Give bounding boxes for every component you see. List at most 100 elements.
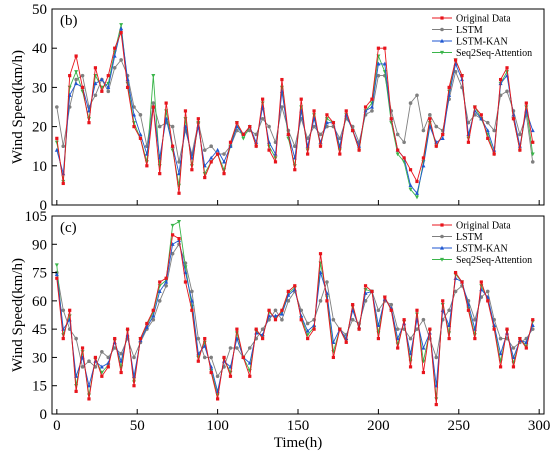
panel-b-series-original-data-point [415,179,419,184]
panel-b-series-original-data-point [344,109,348,113]
panel-b-series-original-data-point [479,113,483,117]
panel-b-series-lstm-point [74,77,78,82]
panel-b-series-lstm-point [93,93,98,98]
panel-c-series-lstm-point [280,317,284,322]
panel-b-series-lstm-kan-point [485,128,490,133]
panel-c-series-original-data-point [460,280,464,284]
panel-b-series-original-data-point [216,152,220,156]
panel-c-series-original-data-point [228,374,233,378]
panel-b-legend-marker-lstm-kan [440,38,444,43]
panel-c-series-lstm-point [447,308,451,313]
panel-b-label: (b) [60,13,78,29]
panel-b-series-lstm-kan-point [74,81,79,86]
panel-c-series-lstm-kan-point [99,364,104,369]
panel-b-series-original-data-point [466,140,471,144]
panel-c-series-lstm-kan-point [511,355,516,360]
panel-b-series-original-data-point [241,132,245,137]
panel-c-series-lstm-point [434,355,439,360]
panel-c-series-original-data-point [196,359,200,363]
panel-b-series-original-data-point [383,46,387,50]
panel-b-series-lstm-kan-point [93,81,98,86]
panel-b-series-lstm-kan-point [511,112,516,117]
panel-c: 0 15 30 45 60 75 90 105 0 50 100 150 200 250 300 (c) W… [10,209,550,434]
panel-c-legend-label-lstm-kan: LSTM-KAN [456,244,508,255]
panel-c-series-original-data-point [254,327,258,331]
panel-c-series-original-data-point [80,346,85,350]
panel-b-series-original-data-point [312,109,316,113]
panel-c-x-tick-label: 250 [448,418,471,434]
panel-b-series-original-data-point [248,125,252,129]
panel-c-series-original-data-point [518,336,522,341]
panel-b-series-lstm-kan-point [112,53,117,58]
panel-b-series-lstm-kan-point [273,151,278,156]
panel-c-series-original-data-point [415,308,419,312]
panel-b-y-tick-label: 40 [32,41,47,57]
panel-b-series-original-data-point [119,30,123,35]
panel-b-series-lstm-kan-point [215,147,220,152]
panel-c-legend-label-lstm: LSTM [456,232,483,243]
panel-b-series-lstm-point [485,120,490,125]
panel-c-series-original-data-point [447,336,451,341]
panel-c-series-original-data-point [466,308,471,312]
panel-b-series-original-data-point [222,172,226,176]
panel-c-series-original-data-point [235,327,239,331]
panel-c-series-original-data-point [351,303,355,307]
panel-c-series-original-data-point [421,370,426,375]
panel-c-series-original-data-point [61,336,65,341]
panel-c-series-lstm-kan-point [395,336,400,341]
panel-b-series-original-data-point [74,54,78,58]
panel-b-series-lstm-point [402,140,406,145]
panel-b-series-original-data-point [190,168,194,172]
panel-b-y-tick-label: 30 [32,80,47,96]
panel-c-series-lstm-point [112,346,117,350]
panel-b-series-original-data-point [254,144,258,148]
panel-b-series-lstm-kan-point [209,155,214,160]
panel-c-series-lstm-point [260,327,265,331]
panel-c-series-original-data-point [299,318,303,322]
panel-c-series-seq2seq-attention-point [177,220,182,224]
panel-c-legend-marker-lstm-kan [440,245,444,250]
panel-b-series-lstm-point [318,132,323,137]
panel-c-series-lstm-point [395,327,400,331]
panel-b-series-original-data-point [318,144,323,148]
panel-b-series-seq2seq-attention-point [74,70,79,74]
panel-b-series-original-data-point [434,144,438,148]
panel-b-series-original-data-point [351,128,355,133]
panel-b-series-lstm-point [370,109,374,113]
panel-c-series-lstm-point [196,336,201,341]
panel-c-series-lstm-point [485,289,490,294]
panel-c-series-lstm-kan-point [54,272,59,277]
panel-c-series-lstm-kan-point [164,279,169,284]
panel-b-series-lstm-point [119,58,123,62]
panel-b-series-lstm-point [376,73,381,78]
panel-b-series-seq2seq-attention-point [395,152,400,157]
panel-c-series-original-data-point [93,355,98,360]
panel-c-series-original-data-point [383,295,387,299]
panel-b-series-lstm-kan-point [369,104,374,109]
panel-b-series-seq2seq-attention-point [54,140,59,145]
panel-c-series-original-data-point [441,299,445,303]
panel-b-series-original-data-point [177,191,181,195]
panel-c-series-original-data-point [492,327,496,331]
panel-c-series-lstm-kan-point [202,343,207,348]
panel-b-legend-marker-lstm [440,27,444,32]
panel-c-series-lstm-point [273,308,278,313]
panel-b-series-seq2seq-attention-point [157,164,162,168]
panel-c-series-original-data-point [428,327,432,331]
panel-c-series-lstm-kan-point [144,325,149,329]
panel-b-series-lstm-point [260,116,265,121]
panel-c-series-original-data-point [190,308,194,312]
panel-c-y-axis-label: Wind Speed(km/h) [10,258,26,372]
panel-b-series-original-data-point [524,101,528,105]
panel-b-series-lstm-kan-point [234,124,239,129]
panel-c-series-original-data-point [531,318,535,322]
panel-c-series-lstm-point [235,346,239,350]
panel-b-series-original-data-point [235,121,239,125]
panel-b-series-original-data-point [402,156,406,160]
panel-b-series-original-data-point [170,144,175,148]
panel-b-series-original-data-point [460,74,464,78]
panel-b-series-original-data-point [203,175,207,180]
panel-b-series-lstm-kan-point [408,183,413,187]
panel-b-legend-label-lstm-kan: LSTM-KAN [456,37,508,48]
